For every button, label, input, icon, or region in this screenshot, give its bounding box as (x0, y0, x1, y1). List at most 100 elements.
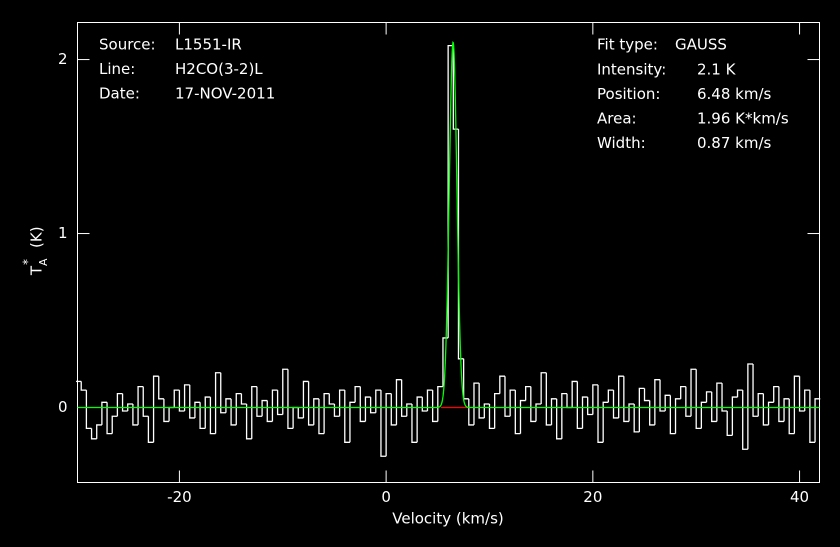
fit-param-label: Position: (597, 85, 660, 103)
spectrum-channel (168, 406, 175, 422)
spectrum-channel (700, 401, 707, 429)
spectrum-channel (545, 372, 552, 426)
spectrum-channel (633, 404, 640, 433)
spectrum-channel (276, 390, 283, 416)
spectrum-channel (721, 383, 728, 412)
plot-frame (77, 22, 820, 483)
spectrum-channel (623, 376, 630, 423)
spectrum-channel (426, 389, 433, 411)
fit-param-label: Width: (597, 134, 646, 152)
spectrum-channel (571, 380, 578, 408)
spectrum-channel (757, 392, 764, 417)
spectrum-channel (618, 375, 624, 418)
spectrum-channel (525, 385, 531, 401)
spectrum-channel (798, 376, 805, 412)
spectrum-channel (695, 369, 702, 430)
gaussian-fit (77, 41, 820, 409)
x-axis-label: Velocity (km/s) (392, 510, 503, 528)
spectrum-channel (778, 386, 785, 423)
spectrum-channel (478, 383, 485, 419)
spectrum-channel (809, 390, 816, 443)
info-value: 17-NOV-2011 (175, 85, 275, 103)
spectrum-channel (178, 390, 185, 412)
spectrum-channel (680, 385, 686, 399)
spectrum-channel (576, 381, 583, 430)
spectrum-channel (220, 372, 226, 414)
spectrum-channel (540, 372, 547, 405)
spectrum-channel (654, 379, 661, 425)
spectrum-channel (643, 388, 650, 402)
info-label: Date: (99, 85, 140, 103)
fit-param-value: 6.48 km/s (697, 85, 772, 103)
spectrum-channel (488, 404, 495, 430)
spectrum-channel (690, 368, 697, 417)
spectrum-channel (235, 392, 242, 425)
spectrum-channel (685, 386, 692, 417)
spectrum-channel (773, 385, 779, 403)
spectrum-channel (85, 390, 92, 430)
spectrum-channel (669, 395, 676, 435)
spectrum-channel (251, 385, 257, 439)
spectrum-channel (602, 401, 609, 443)
spectrum-channel (437, 385, 443, 422)
spectrum-channel (390, 393, 397, 426)
y-tick-label: 2 (58, 50, 68, 68)
spectrum-channel (132, 404, 139, 426)
spectrum-channel (587, 397, 593, 416)
spectrum-channel (468, 398, 474, 426)
spectrum-channel (313, 398, 319, 425)
spectrum-channel (385, 392, 392, 457)
spectrum-channel (742, 390, 748, 450)
spectrum-channel (747, 363, 754, 450)
spectrum-channel (318, 398, 325, 435)
spectrum-channel (607, 389, 614, 403)
spectrum-channel (597, 384, 604, 443)
spectrum-channel (297, 407, 304, 419)
spectrum-channel (106, 402, 113, 435)
y-label-base: T (28, 265, 46, 276)
spectrum-channel (499, 375, 505, 394)
spectrum-channel (762, 393, 769, 426)
spectrum-channel (338, 389, 345, 417)
x-tick-label: 0 (381, 488, 391, 506)
spectrum-channel (411, 404, 418, 443)
spectrum-channel (328, 393, 335, 405)
spectrum-channel (323, 392, 330, 434)
spectrum-channel (158, 376, 164, 400)
spectrum-channel (245, 404, 252, 440)
x-tick-label: -20 (167, 488, 192, 506)
spectrum-channel (550, 398, 557, 425)
spectrum-channel (292, 406, 299, 429)
spectrum-channel (209, 397, 216, 435)
spectrum-channel (287, 369, 294, 430)
spectrum-channel (302, 380, 309, 418)
fit-type: GAUSS (675, 36, 727, 54)
info-label: Source: (99, 36, 156, 54)
spectrum-channel (333, 404, 340, 417)
spectrum-channel (194, 401, 201, 418)
fit-param-value: 2.1 K (697, 61, 737, 79)
spectrum-channel (592, 384, 599, 415)
spectrum-channel (116, 392, 123, 417)
spectrum-channel (230, 398, 237, 426)
spectrum-channel (256, 386, 263, 417)
spectrum-channel (519, 399, 526, 434)
y-tick-label: 0 (58, 398, 68, 416)
x-tick-label: 40 (790, 488, 809, 506)
spectrum-channel (395, 379, 402, 425)
spectrum-channel (783, 398, 790, 422)
spectrum-channel (214, 372, 221, 434)
spectrum-channel (509, 389, 516, 417)
spectrum-channel (173, 389, 180, 408)
y-axis-label: T A * (K) (21, 226, 51, 276)
x-tick-label: 20 (583, 488, 602, 506)
spectrum-channel (400, 379, 407, 417)
spectrum-channel (514, 390, 521, 435)
spectrum-channel (649, 400, 655, 426)
y-tick-label: 1 (58, 224, 68, 242)
spectrum-channel (556, 398, 562, 440)
spectrum-channel (561, 392, 567, 439)
spectrum-channel (416, 396, 423, 443)
spectrum-channel (137, 385, 144, 425)
